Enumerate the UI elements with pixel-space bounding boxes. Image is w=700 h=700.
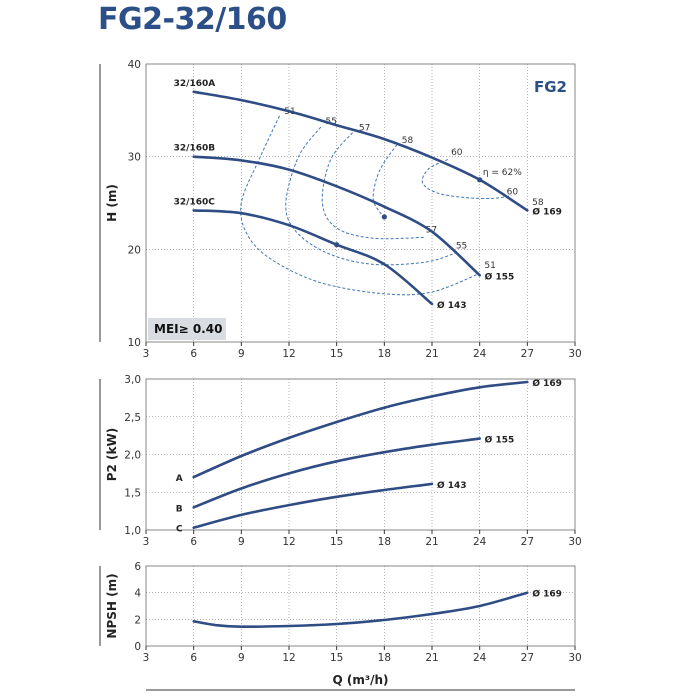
head-y-tick-label: 30 [128, 152, 141, 164]
power-x-tick-label: 30 [568, 536, 581, 548]
head-x-tick-label: 27 [521, 348, 534, 360]
head-x-tick-label: 12 [282, 348, 295, 360]
head-curve-end-label: Ø 169 [532, 206, 562, 217]
head-x-tick-label: 9 [238, 348, 245, 360]
head-curve-end-label: Ø 155 [485, 271, 515, 282]
head-x-tick-label: 15 [330, 348, 343, 360]
efficiency-eta-label: η = 62% [483, 168, 522, 178]
power-curve-A [192, 380, 529, 479]
efficiency-label-end-60: 60 [507, 188, 519, 198]
npsh-x-tick-label: 3 [143, 652, 150, 664]
head-curve-name-label: 32/160A [174, 79, 216, 89]
head-x-tick-label: 24 [473, 348, 487, 360]
head-curve-32/160B [192, 155, 481, 277]
head-curve-32/160C [192, 209, 434, 306]
power-x-tick-label: 27 [521, 536, 534, 548]
efficiency-contour-51 [240, 115, 480, 296]
power-curve-B [192, 437, 481, 509]
npsh-x-tick-label: 30 [568, 652, 581, 664]
npsh-x-tick-label: 24 [473, 652, 487, 664]
npsh-x-tick-label: 15 [330, 652, 343, 664]
power-x-tick-label: 9 [238, 536, 245, 548]
efficiency-label-57: 57 [359, 124, 370, 134]
power-y-tick-label: 3,0 [124, 374, 141, 386]
npsh-x-tick-label: 21 [425, 652, 438, 664]
mei-box [148, 318, 226, 340]
efficiency-label-60: 60 [451, 148, 463, 158]
power-curve-name-label: A [176, 474, 183, 484]
mei-label: MEI≥ 0.40 [154, 322, 222, 336]
npsh-y-tick-label: 6 [134, 561, 141, 573]
power-y-tick-label: 2,5 [124, 412, 141, 424]
bep-marker [334, 242, 340, 248]
npsh-x-tick-label: 27 [521, 652, 534, 664]
head-x-tick-label: 6 [190, 348, 197, 360]
efficiency-contour-60 [421, 158, 512, 200]
npsh-x-tick-label: 6 [190, 652, 197, 664]
power-x-tick-label: 21 [425, 536, 438, 548]
power-curve-name-label: C [176, 525, 183, 535]
efficiency-label-end-55: 55 [456, 241, 467, 251]
head-y-tick-label: 40 [128, 59, 141, 71]
head-x-tick-label: 18 [378, 348, 391, 360]
power-x-tick-label: 12 [282, 536, 295, 548]
head-plot-frame [145, 63, 576, 343]
head-curve-name-label: 32/160C [174, 197, 216, 207]
head-y-tick-label: 20 [128, 244, 141, 256]
power-chart: 3 6 9 12 15 18 21 24 27 30 1,0 1,5 2,0 2,5 3,0 P2 (kW) Ø… [99, 374, 582, 548]
power-x-tick-label: 3 [143, 536, 150, 548]
bep-marker [381, 214, 387, 220]
npsh-y-axis-label: NPSH (m) [105, 573, 119, 638]
head-y-tick-label: 10 [128, 337, 141, 349]
series-badge: FG2 [534, 78, 567, 96]
npsh-x-tick-label: 18 [378, 652, 391, 664]
efficiency-label-58: 58 [402, 136, 414, 146]
power-x-tick-label: 24 [473, 536, 487, 548]
x-axis-label: Q (m³/h) [332, 673, 388, 687]
power-x-tick-label: 6 [190, 536, 197, 548]
efficiency-label-end-58: 58 [532, 198, 544, 208]
head-curve-name-label: 32/160B [174, 144, 216, 154]
efficiency-label-end-51: 51 [484, 261, 495, 271]
npsh-y-tick-label: 2 [134, 614, 141, 626]
npsh-y-tick-label: 4 [134, 588, 141, 600]
page-title: FG2-32/160 [98, 2, 287, 37]
head-curve-end-label: Ø 143 [437, 300, 467, 311]
bep-marker [477, 177, 483, 183]
efficiency-contour-57 [321, 132, 426, 240]
power-x-tick-label: 15 [330, 536, 343, 548]
power-curve-end-label: Ø 169 [532, 378, 562, 389]
power-curve-C [192, 482, 434, 529]
efficiency-contour-55 [285, 126, 456, 266]
npsh-curve-main [192, 591, 529, 629]
power-curve-end-label: Ø 143 [437, 480, 467, 491]
power-y-tick-label: 2,0 [124, 450, 141, 462]
npsh-x-tick-label: 12 [282, 652, 295, 664]
npsh-curve-end-label: Ø 169 [532, 589, 562, 600]
power-x-tick-label: 18 [378, 536, 391, 548]
power-curve-name-label: B [176, 504, 183, 514]
head-x-tick-label: 30 [568, 348, 581, 360]
power-y-tick-label: 1,0 [124, 525, 141, 537]
power-y-tick-label: 1,5 [124, 487, 141, 499]
head-x-tick-label: 3 [143, 348, 150, 360]
npsh-x-tick-label: 9 [238, 652, 245, 664]
npsh-y-tick-label: 0 [134, 641, 141, 653]
head-y-axis-label: H (m) [105, 184, 119, 222]
power-curve-end-label: Ø 155 [485, 435, 515, 446]
power-plot-frame [145, 378, 576, 531]
npsh-plot-frame [145, 565, 576, 647]
power-y-axis-label: P2 (kW) [105, 428, 119, 482]
efficiency-contour-58 [372, 144, 398, 215]
head-curve-32/160A [192, 90, 529, 212]
head-x-tick-label: 21 [425, 348, 438, 360]
